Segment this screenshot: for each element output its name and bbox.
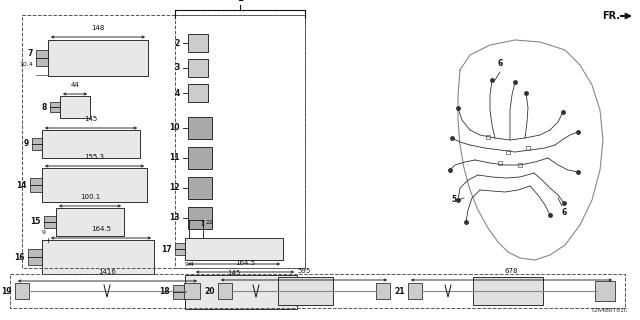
Text: 5: 5	[452, 196, 457, 204]
Text: 9.4: 9.4	[185, 262, 195, 267]
Text: 1416: 1416	[99, 269, 116, 275]
Text: 19: 19	[1, 286, 12, 295]
Bar	[188, 117, 212, 139]
Text: 7: 7	[28, 49, 33, 58]
Text: 10: 10	[170, 124, 180, 132]
Text: 100.1: 100.1	[80, 194, 100, 200]
Text: 14: 14	[17, 180, 27, 189]
Bar	[473, 277, 543, 305]
Text: 6: 6	[497, 59, 502, 68]
Text: 22: 22	[205, 220, 213, 226]
Text: 8: 8	[42, 102, 47, 111]
Bar	[44, 216, 56, 228]
Text: 2: 2	[175, 38, 180, 47]
Bar	[60, 96, 90, 118]
Bar	[188, 34, 208, 52]
Bar	[188, 177, 212, 199]
Bar	[173, 285, 185, 299]
Text: 10.4: 10.4	[19, 62, 33, 68]
Text: 17: 17	[161, 244, 172, 253]
Bar	[188, 207, 212, 229]
Bar	[30, 178, 42, 192]
Text: 148: 148	[92, 25, 105, 31]
Text: 164.5: 164.5	[235, 260, 255, 266]
Text: 15: 15	[31, 218, 41, 227]
Text: 1: 1	[237, 0, 243, 3]
Bar	[185, 275, 297, 309]
Bar	[42, 130, 140, 158]
Bar	[28, 249, 42, 265]
Text: 21: 21	[394, 286, 405, 295]
Text: 16: 16	[15, 252, 25, 261]
Text: 678: 678	[505, 268, 518, 274]
Bar	[595, 281, 615, 301]
Bar	[56, 208, 124, 236]
Bar	[32, 138, 42, 150]
Bar	[376, 283, 390, 299]
Text: 12: 12	[170, 183, 180, 193]
Text: 18: 18	[159, 287, 170, 297]
Bar	[42, 168, 147, 202]
Bar	[218, 283, 232, 299]
Text: 3: 3	[175, 63, 180, 73]
Text: FR.: FR.	[602, 11, 620, 21]
Bar	[185, 238, 283, 260]
Text: T2A4B0701C: T2A4B0701C	[591, 308, 628, 313]
Text: 11: 11	[170, 154, 180, 163]
Bar	[184, 283, 200, 299]
Bar	[175, 243, 185, 255]
Bar	[15, 283, 29, 299]
Bar	[278, 277, 333, 305]
Text: 145: 145	[84, 116, 98, 122]
Bar	[42, 240, 154, 274]
Bar	[188, 147, 212, 169]
Text: 595: 595	[298, 268, 310, 274]
Text: 44: 44	[70, 82, 79, 88]
Text: 20: 20	[205, 286, 215, 295]
Bar	[50, 102, 60, 112]
Text: 164.5: 164.5	[91, 226, 111, 232]
Bar	[408, 283, 422, 299]
Bar	[188, 59, 208, 77]
Text: 9: 9	[24, 140, 29, 148]
Bar	[48, 40, 148, 76]
Bar	[188, 84, 208, 102]
Text: 4: 4	[175, 89, 180, 98]
Text: 145: 145	[227, 270, 241, 276]
Text: 9: 9	[42, 230, 46, 235]
Text: 6: 6	[561, 208, 566, 217]
Text: 13: 13	[170, 213, 180, 222]
Bar	[36, 50, 48, 66]
Text: 155.3: 155.3	[84, 154, 104, 160]
